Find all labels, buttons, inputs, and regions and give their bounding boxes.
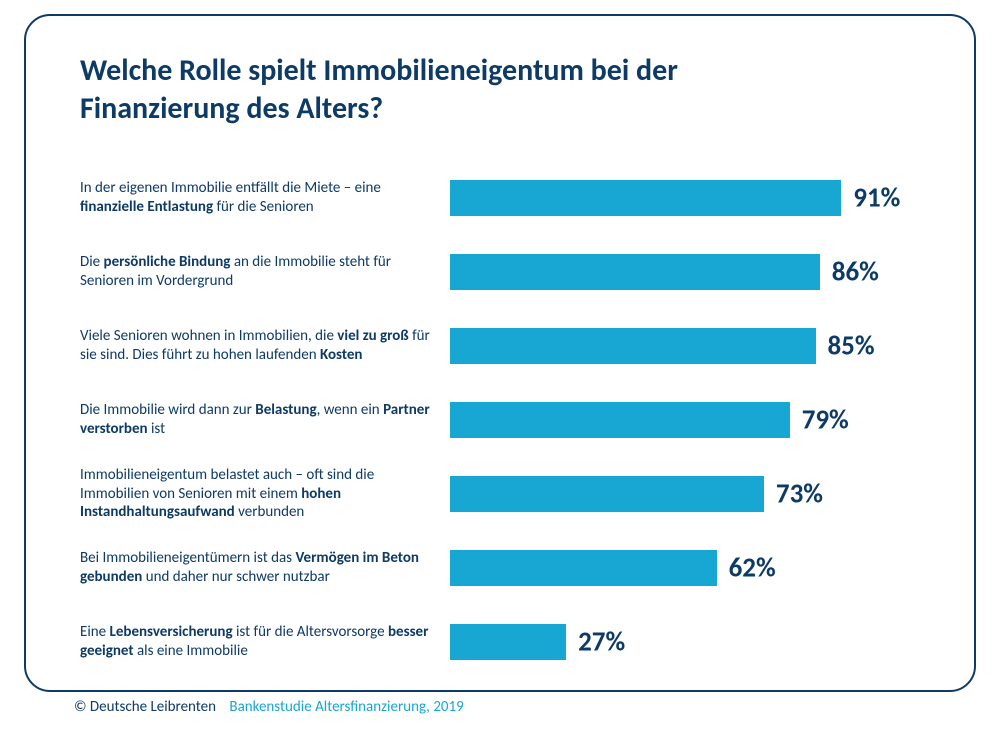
bar bbox=[450, 402, 790, 438]
bar-area: 73% bbox=[450, 476, 880, 512]
bar-area: 79% bbox=[450, 402, 880, 438]
bar-row: Bei Immobilieneigentümern ist das Vermög… bbox=[80, 531, 930, 605]
bar-row: In der eigenen Immobilie entfällt die Mi… bbox=[80, 161, 930, 235]
bar-area: 91% bbox=[450, 180, 880, 216]
bar-value: 62% bbox=[729, 552, 776, 585]
bar bbox=[450, 624, 566, 660]
bar-label: Die persönliche Bindung an die Immobilie… bbox=[80, 253, 450, 291]
bar bbox=[450, 254, 820, 290]
chart-frame: Welche Rolle spielt Immobilieneigentum b… bbox=[24, 14, 976, 692]
bar-row: Viele Senioren wohnen in Immobilien, die… bbox=[80, 309, 930, 383]
chart-title: Welche Rolle spielt Immobilieneigentum b… bbox=[80, 52, 800, 127]
bar-value: 73% bbox=[776, 478, 823, 511]
bar-row: Die persönliche Bindung an die Immobilie… bbox=[80, 235, 930, 309]
bar-label: Viele Senioren wohnen in Immobilien, die… bbox=[80, 327, 450, 365]
bar-value: 86% bbox=[832, 256, 879, 289]
bar-value: 79% bbox=[802, 404, 849, 437]
bar-rows: In der eigenen Immobilie entfällt die Mi… bbox=[80, 161, 930, 679]
footer-copyright: © Deutsche Leibrenten bbox=[74, 698, 216, 716]
bar-row: Die Immobilie wird dann zur Belastung, w… bbox=[80, 383, 930, 457]
bar-row: Eine Lebensversicherung ist für die Alte… bbox=[80, 605, 930, 679]
bar-label: In der eigenen Immobilie entfällt die Mi… bbox=[80, 179, 450, 217]
bar bbox=[450, 328, 816, 364]
bar-area: 86% bbox=[450, 254, 880, 290]
bar-area: 27% bbox=[450, 624, 880, 660]
bar bbox=[450, 180, 841, 216]
bar-area: 85% bbox=[450, 328, 880, 364]
bar bbox=[450, 550, 717, 586]
bar-label: Immobilieneigentum belastet auch – oft s… bbox=[80, 466, 450, 522]
bar bbox=[450, 476, 764, 512]
bar-value: 27% bbox=[578, 626, 625, 659]
bar-area: 62% bbox=[450, 550, 880, 586]
bar-row: Immobilieneigentum belastet auch – oft s… bbox=[80, 457, 930, 531]
bar-label: Die Immobilie wird dann zur Belastung, w… bbox=[80, 401, 450, 439]
footer: © Deutsche Leibrenten Bankenstudie Alter… bbox=[74, 698, 464, 716]
footer-study: Bankenstudie Altersfinanzierung, 2019 bbox=[229, 698, 463, 716]
bar-value: 91% bbox=[853, 182, 900, 215]
bar-label: Eine Lebensversicherung ist für die Alte… bbox=[80, 623, 450, 661]
bar-label: Bei Immobilieneigentümern ist das Vermög… bbox=[80, 549, 450, 587]
bar-value: 85% bbox=[828, 330, 875, 363]
